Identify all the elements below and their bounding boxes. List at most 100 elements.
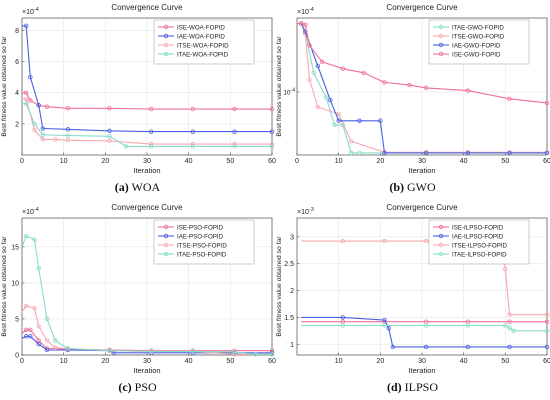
data-point-ise — [303, 22, 308, 28]
data-point-itae — [148, 349, 154, 354]
caption-b: (b) GWO — [275, 180, 550, 195]
legend-swatch-marker — [163, 251, 169, 257]
y-tick-label: 1 — [290, 342, 294, 349]
x-axis-label: Iteration — [133, 366, 160, 375]
data-point-iae — [465, 344, 471, 350]
series-line-iae — [21, 335, 272, 354]
x-tick-label: 20 — [101, 158, 109, 165]
caption-name-a: WOA — [128, 180, 161, 194]
data-point-itse — [503, 266, 508, 272]
data-point-ise — [340, 66, 346, 71]
x-tick-label: 0 — [20, 158, 24, 165]
data-point-ise — [544, 319, 550, 324]
x-tick-label: 40 — [460, 358, 468, 365]
data-point-itse — [544, 312, 550, 317]
legend-swatch-marker — [438, 33, 444, 39]
data-point-ise — [23, 327, 29, 332]
data-point-itse — [348, 139, 354, 144]
data-point-ise — [465, 88, 471, 93]
x-tick-label: 10 — [335, 358, 343, 365]
legend-entry: IAE-GWO-FOPID — [452, 42, 501, 49]
data-point-ise — [190, 106, 196, 112]
data-point-itae — [23, 233, 29, 239]
data-point-itse — [32, 127, 37, 133]
x-tick-label: 60 — [543, 358, 550, 365]
data-point-ise — [423, 85, 429, 91]
x-axis-label: Iteration — [133, 166, 160, 175]
series-line-ise — [22, 92, 272, 110]
data-point-itae — [544, 328, 550, 334]
data-point-itae — [36, 266, 41, 271]
y-tick-label: 2 — [290, 288, 294, 295]
chart-title: Convergence Curve — [111, 203, 183, 212]
data-point-itse — [44, 338, 50, 343]
legend-entry: ITSE-GWO-FOPID — [452, 33, 505, 40]
x-tick-label: 20 — [101, 358, 109, 365]
series-line-itae — [21, 235, 272, 355]
data-point-itae — [232, 144, 237, 149]
x-tick-label: 30 — [418, 358, 426, 365]
data-point-iae — [382, 150, 387, 156]
legend-entry: ITSE-ILPSO-FOPID — [452, 242, 508, 249]
data-point-itae — [107, 348, 112, 353]
chart-svg-c: 0 10 20 30 40 50 60 0 5 10 15 Convergence Curve ×10-… — [1, 203, 276, 375]
x-tick-label: 60 — [543, 158, 550, 165]
data-point-iae — [382, 317, 387, 323]
axes-frame — [296, 17, 548, 156]
legend-swatch-marker — [438, 251, 444, 257]
data-point-iae — [465, 150, 471, 156]
x-tick-label: 60 — [268, 358, 276, 365]
data-point-itae — [423, 323, 429, 328]
legend-swatch-marker — [163, 242, 169, 248]
x-tick-label: 40 — [185, 158, 193, 165]
data-point-itae — [148, 144, 154, 149]
data-point-itae — [465, 323, 471, 328]
legend-swatch-marker — [163, 24, 169, 30]
data-point-iae — [28, 74, 33, 80]
caption-name-b: GWO — [404, 180, 436, 194]
y-axis-label: Best fitness value obtained so far — [1, 36, 8, 137]
y-exponent-label: ×10-4 — [22, 7, 39, 16]
y-tick-label: 8 — [15, 28, 19, 35]
data-point-itse — [107, 138, 112, 144]
data-point-itae — [32, 237, 37, 242]
data-point-ise — [107, 106, 112, 111]
caption-d: (d) ILPSO — [275, 380, 550, 395]
chart-svg-b: 0 10 20 30 40 50 60 10-4 Convergence Curve ×10-4 I… — [276, 3, 550, 175]
legend-swatch-marker — [438, 224, 444, 230]
y-tick-label: 0 — [15, 353, 19, 360]
data-point-itae — [40, 132, 46, 137]
data-point-iae — [44, 347, 50, 353]
legend-swatch-marker — [438, 242, 444, 248]
x-tick-label: 30 — [418, 158, 426, 165]
legend-entry: ITAE-WOA-FOPID — [177, 51, 229, 58]
data-point-itse — [315, 104, 321, 110]
data-point-iae — [390, 344, 396, 350]
y-axis-label: Best fitness value obtained so far — [276, 36, 283, 137]
legend-entry: ISE-GWO-FOPID — [452, 51, 501, 58]
data-point-iae — [23, 334, 29, 339]
caption-a: (a) WOA — [0, 180, 275, 195]
data-point-ise — [361, 70, 366, 75]
data-point-iae — [36, 102, 41, 108]
x-tick-label: 10 — [60, 358, 68, 365]
data-point-ise — [507, 96, 512, 102]
data-point-ise — [23, 90, 29, 95]
y-tick-label: 4 — [15, 90, 19, 97]
series-line-itse — [22, 98, 272, 145]
data-point-itae — [311, 70, 316, 75]
data-point-itae — [123, 144, 129, 149]
data-point-itse — [340, 238, 346, 244]
data-point-iae — [28, 334, 33, 339]
x-axis-label: Iteration — [408, 366, 435, 375]
chart-title: Convergence Curve — [111, 3, 183, 12]
data-point-iae — [65, 127, 71, 132]
data-point-itae — [107, 134, 112, 139]
x-tick-label: 10 — [60, 158, 68, 165]
series-line-itae — [22, 103, 272, 147]
data-point-iae — [40, 126, 46, 131]
series-line-ise — [297, 22, 548, 104]
x-tick-label: 50 — [226, 158, 234, 165]
x-tick-label: 50 — [501, 358, 509, 365]
y-tick-label: 6 — [15, 59, 19, 66]
